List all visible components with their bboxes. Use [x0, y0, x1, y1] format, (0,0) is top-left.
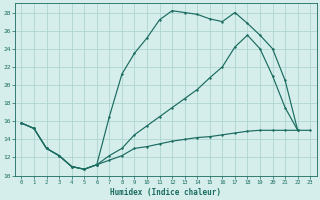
- X-axis label: Humidex (Indice chaleur): Humidex (Indice chaleur): [110, 188, 221, 197]
